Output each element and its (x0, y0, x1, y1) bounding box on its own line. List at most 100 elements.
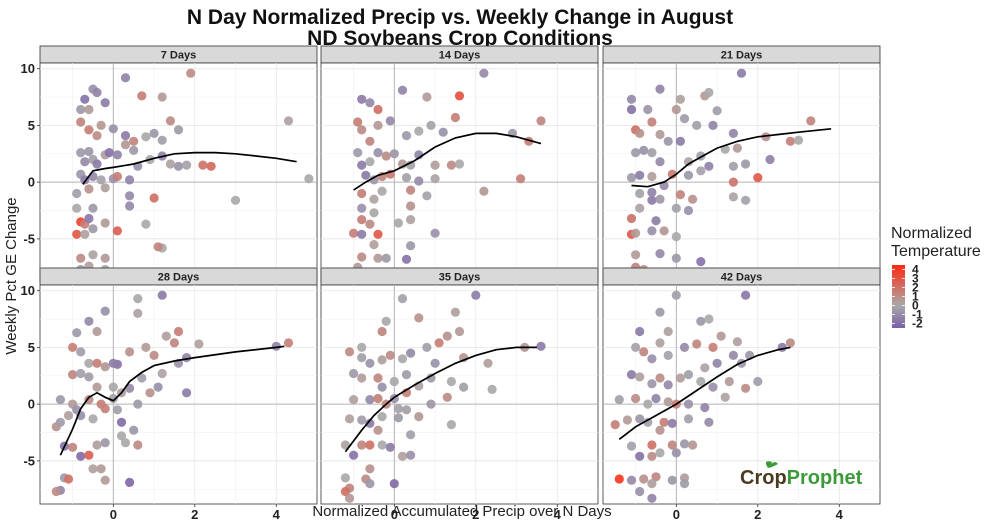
y-tick-label: -5 (23, 453, 35, 468)
smooth-trend-line (618, 346, 791, 440)
data-point (373, 229, 383, 239)
y-tick-label: 5 (28, 118, 35, 133)
data-point (667, 169, 677, 179)
data-point (137, 91, 147, 101)
data-point (357, 229, 367, 239)
legend-tick-label: -2 (912, 317, 923, 331)
data-point (647, 226, 657, 236)
x-tick-label: 4 (836, 507, 844, 522)
data-point (120, 438, 131, 448)
data-point (100, 475, 110, 485)
data-point (381, 151, 391, 161)
data-point (728, 128, 739, 138)
data-point (626, 441, 637, 451)
data-point (365, 479, 375, 489)
data-point (92, 131, 102, 141)
data-point (671, 253, 681, 263)
data-point (655, 307, 665, 317)
chart-title-line-2: ND Soybeans Crop Conditions (307, 27, 613, 50)
data-point (357, 125, 367, 135)
data-point (365, 136, 375, 146)
data-point (692, 339, 702, 349)
data-point (133, 294, 143, 304)
data-point (704, 161, 714, 171)
data-point (414, 313, 424, 323)
data-point (153, 242, 163, 252)
data-point (182, 160, 192, 170)
data-point (406, 201, 416, 211)
data-point (454, 326, 465, 337)
data-point (157, 368, 167, 379)
data-point (728, 161, 739, 171)
data-point (442, 331, 452, 341)
data-point (353, 117, 363, 127)
y-tick-label: 10 (21, 283, 35, 298)
data-point (377, 326, 387, 337)
data-point (647, 493, 657, 503)
facet-strip-label: 21 Days (721, 50, 763, 62)
data-point (357, 203, 367, 213)
data-point (125, 191, 135, 201)
data-point (683, 170, 694, 180)
data-point (84, 104, 94, 115)
data-point (655, 425, 665, 435)
data-point (137, 373, 147, 383)
data-point (112, 171, 122, 182)
data-point (728, 192, 739, 202)
data-point (626, 104, 637, 115)
facet-strip-label: 28 Days (158, 272, 200, 284)
data-point (365, 219, 375, 229)
y-tick-label: 0 (28, 397, 35, 412)
data-point (401, 405, 412, 415)
data-point (365, 395, 375, 405)
data-point (80, 157, 90, 167)
data-point (108, 393, 118, 404)
data-point (157, 92, 167, 102)
data-point (169, 338, 179, 348)
data-point (357, 94, 367, 104)
data-point (663, 350, 673, 360)
data-point (68, 370, 78, 380)
logo-leaf-icon (765, 461, 772, 468)
data-point (741, 195, 751, 205)
data-point (708, 342, 718, 352)
legend-tick-label: 0 (912, 299, 919, 313)
data-point (785, 136, 796, 146)
data-point (696, 166, 706, 176)
data-point (610, 420, 620, 430)
x-tick-label: 4 (273, 507, 281, 522)
y-tick-label: 10 (21, 61, 35, 76)
data-point (100, 404, 110, 414)
data-point (373, 425, 383, 435)
data-point (340, 473, 350, 483)
data-point (141, 342, 151, 352)
y-tick-label: 5 (28, 340, 35, 355)
data-point (712, 358, 722, 368)
data-point (377, 440, 387, 450)
data-point (125, 201, 135, 211)
data-point (708, 382, 718, 392)
data-point (149, 193, 159, 203)
facet-plot-area (320, 284, 599, 505)
data-point (365, 157, 375, 167)
data-point (377, 186, 387, 196)
data-point (165, 116, 175, 126)
data-point (397, 85, 408, 95)
data-point (454, 159, 465, 169)
data-point (340, 486, 350, 497)
data-point (76, 368, 86, 379)
legend-tick-label: 4 (912, 263, 919, 277)
facet-panel: 35 Days 0 2 4 (320, 267, 599, 522)
data-point (732, 337, 743, 347)
data-point (369, 208, 379, 218)
data-point (357, 415, 367, 425)
data-point (349, 228, 359, 238)
data-point (679, 439, 690, 449)
data-point (377, 382, 387, 392)
data-point (643, 417, 653, 427)
data-point (100, 253, 110, 263)
data-point (173, 326, 184, 337)
data-point (692, 120, 702, 130)
data-point (655, 84, 665, 94)
